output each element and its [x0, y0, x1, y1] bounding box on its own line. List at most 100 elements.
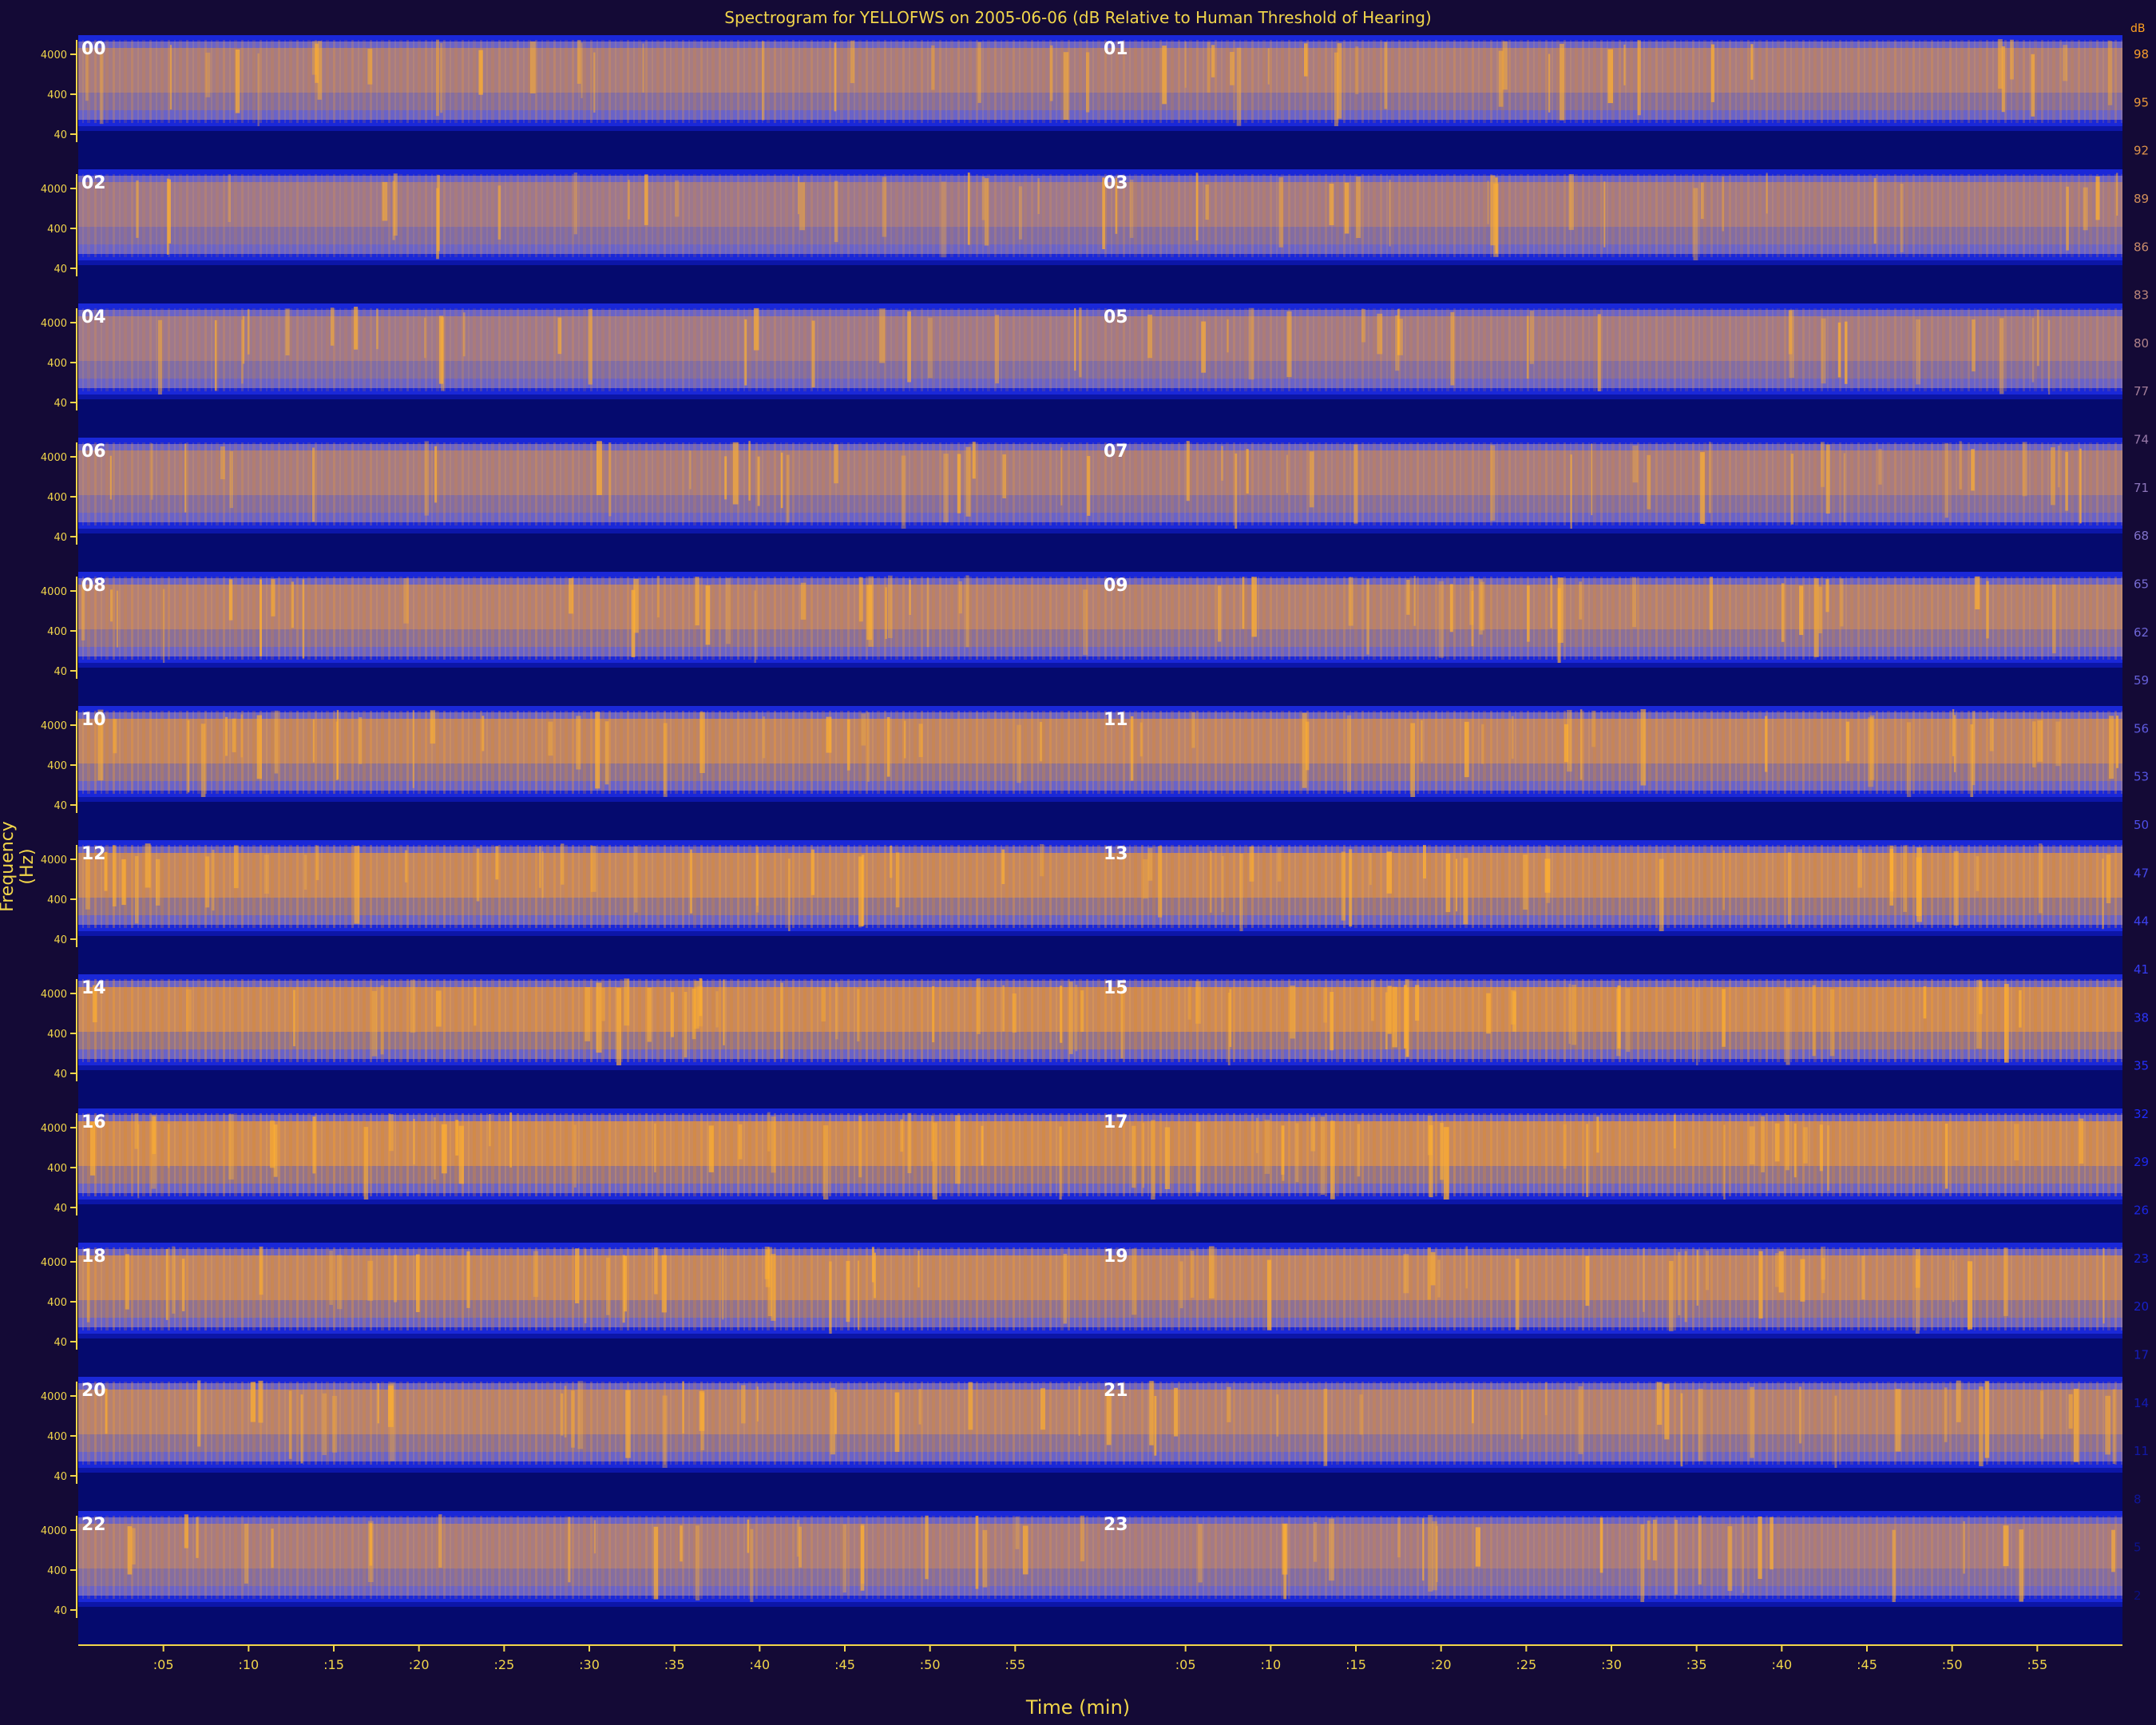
- colorbar-tick-label: 83: [2134, 288, 2149, 303]
- y-tick-label: 4000: [41, 989, 67, 1001]
- y-tick-label: 4000: [41, 184, 67, 196]
- colorbar-tick-label: 26: [2134, 1204, 2149, 1218]
- hour-panel-16: 16: [78, 1108, 1100, 1205]
- x-tick-label: :35: [664, 1657, 685, 1672]
- y-tick-label: 400: [47, 1565, 67, 1577]
- x-tick-label: :05: [1175, 1657, 1196, 1672]
- x-tick-label: :20: [1431, 1657, 1452, 1672]
- x-tick-label: :25: [493, 1657, 514, 1672]
- y-tick-label: 4000: [41, 50, 67, 61]
- hour-label: 01: [1104, 39, 1128, 59]
- y-tick-label: 40: [54, 1337, 67, 1349]
- row-gap: [78, 802, 2122, 840]
- x-tick-label: :05: [153, 1657, 174, 1672]
- y-tick-label: 400: [47, 1431, 67, 1443]
- colorbar-tick-label: 47: [2134, 866, 2149, 880]
- colorbar-tick-label: 17: [2134, 1347, 2149, 1362]
- x-tick-label: :20: [409, 1657, 430, 1672]
- hour-panel-08: 08: [78, 572, 1100, 668]
- y-tick-label: 400: [47, 1163, 67, 1175]
- y-tick-label: 40: [54, 1471, 67, 1483]
- x-axis-label: Time (min): [1025, 1696, 1131, 1719]
- x-tick-label: :15: [323, 1657, 344, 1672]
- x-tick-label: :50: [1942, 1657, 1963, 1672]
- hour-panel-13: 13: [1100, 840, 2122, 936]
- hour-panel-01: 01: [1100, 35, 2122, 131]
- hour-label: 09: [1104, 576, 1128, 596]
- colorbar-tick-label: 65: [2134, 577, 2149, 591]
- colorbar-tick-label: 32: [2134, 1107, 2149, 1121]
- colorbar-tick-label: 14: [2134, 1396, 2149, 1410]
- colorbar-tick-label: 62: [2134, 625, 2149, 640]
- hour-panel-20: 20: [78, 1377, 1100, 1473]
- colorbar-tick-label: 23: [2134, 1251, 2149, 1266]
- hour-panel-14: 14: [78, 974, 1100, 1070]
- y-tick-label: 400: [47, 89, 67, 101]
- hour-panel-04: 04: [78, 303, 1100, 399]
- chart-title: Spectrogram for YELLOFWS on 2005-06-06 (…: [724, 8, 1432, 27]
- hour-panel-18: 18: [78, 1243, 1100, 1338]
- hour-label: 05: [1104, 307, 1128, 327]
- x-tick-label: :45: [834, 1657, 855, 1672]
- colorbar-tick-label: 74: [2134, 433, 2149, 447]
- x-tick-label: :40: [749, 1657, 770, 1672]
- hour-panel-02: 02: [78, 169, 1100, 265]
- row-gap: [78, 533, 2122, 572]
- row-gap: [78, 399, 2122, 438]
- hour-panel-09: 09: [1100, 572, 2122, 668]
- colorbar-tick-label: 8: [2134, 1492, 2142, 1506]
- y-tick-label: 400: [47, 358, 67, 370]
- x-axis: :05:10:15:20:25:30:35:40:45:50:55:05:10:…: [78, 1644, 2122, 1672]
- y-tick-label: 40: [54, 666, 67, 678]
- hour-label: 23: [1104, 1515, 1128, 1535]
- hour-label: 06: [81, 442, 106, 462]
- colorbar: dB 98 95 92 89 86 83 80 77 74 71 68 65 62 59 56 53 50 47 44…: [2130, 22, 2149, 1603]
- colorbar-tick-label: 56: [2134, 721, 2149, 736]
- x-tick-label: :45: [1857, 1657, 1877, 1672]
- row-gap: [78, 1204, 2122, 1243]
- hour-panel-12: 12: [78, 840, 1100, 936]
- y-tick-label: 4000: [41, 586, 67, 598]
- y-tick-label: 4000: [41, 855, 67, 866]
- colorbar-tick-label: 86: [2134, 240, 2149, 254]
- y-axis: 4000 400 40: [41, 1247, 77, 1350]
- y-tick-label: 40: [54, 1203, 67, 1215]
- hour-label: 17: [1104, 1112, 1128, 1132]
- x-tick-label: :25: [1516, 1657, 1536, 1672]
- colorbar-tick-label: 29: [2134, 1155, 2149, 1169]
- hour-label: 16: [81, 1112, 106, 1132]
- row-gap: [78, 265, 2122, 303]
- hour-label: 07: [1104, 442, 1128, 462]
- colorbar-tick-label: 59: [2134, 673, 2149, 688]
- y-axis: 4000 400 40: [41, 979, 77, 1081]
- colorbar-tick-label: 80: [2134, 336, 2149, 351]
- colorbar-tick-label: 41: [2134, 962, 2149, 977]
- hour-label: 10: [81, 710, 106, 730]
- y-tick-label: 4000: [41, 1257, 67, 1269]
- colorbar-tick-label: 53: [2134, 770, 2149, 784]
- y-axis: 4000 400 40: [41, 1516, 77, 1618]
- y-tick-label: 40: [54, 1605, 67, 1617]
- hour-panel-03: 03: [1100, 169, 2122, 265]
- colorbar-tick-label: 20: [2134, 1299, 2149, 1314]
- row-gap: [78, 936, 2122, 974]
- colorbar-tick-label: 38: [2134, 1010, 2149, 1025]
- hour-panel-19: 19: [1100, 1243, 2122, 1338]
- x-tick-label: :30: [1601, 1657, 1622, 1672]
- hour-panel-07: 07: [1100, 438, 2122, 533]
- y-tick-label: 400: [47, 1029, 67, 1041]
- y-axis: 4000 400 40: [41, 174, 77, 276]
- hour-label: 04: [81, 307, 106, 327]
- row-gap: [78, 131, 2122, 169]
- hour-label: 14: [81, 978, 106, 998]
- x-tick-label: :50: [920, 1657, 941, 1672]
- y-tick-label: 400: [47, 1297, 67, 1309]
- colorbar-tick-label: 98: [2134, 47, 2149, 61]
- colorbar-tick-label: 95: [2134, 95, 2149, 109]
- hour-panel-15: 15: [1100, 974, 2122, 1070]
- y-axis: 4000 400 40: [41, 577, 77, 679]
- colorbar-tick-label: 68: [2134, 529, 2149, 543]
- y-tick-label: 4000: [41, 1525, 67, 1537]
- y-axis: 4000 400 40: [41, 40, 77, 142]
